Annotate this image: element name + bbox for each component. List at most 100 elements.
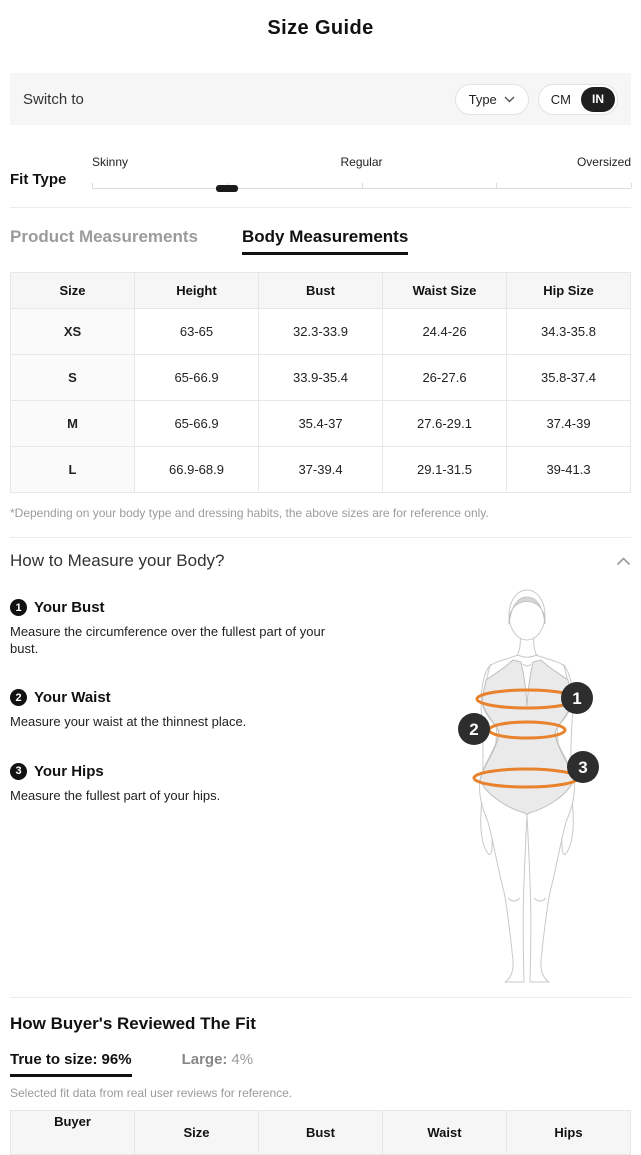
measure-step-title: Your Hips xyxy=(34,762,104,780)
type-dropdown-button[interactable]: Type xyxy=(454,83,529,115)
table-header-row: Buyer Size Bust Waist Hips xyxy=(10,1110,631,1155)
fit-type-slider-handle[interactable] xyxy=(215,185,238,192)
measure-step-title: Your Waist xyxy=(34,689,111,707)
column-header-waist: Waist xyxy=(382,1110,507,1155)
body-figure-illustration: 1 2 3 xyxy=(458,589,599,983)
table-row: XS 63-65 32.3-33.9 24.4-26 34.3-35.8 xyxy=(10,308,631,355)
svg-text:2: 2 xyxy=(469,720,478,739)
measure-step-description: Measure the circumference over the fulle… xyxy=(10,624,326,656)
type-dropdown-label: Type xyxy=(468,91,497,107)
chevron-up-icon[interactable] xyxy=(616,556,631,566)
measure-step-title-row: 3 Your Hips xyxy=(10,762,355,780)
stat-true-to-size[interactable]: True to size: 96% xyxy=(10,1051,132,1077)
fit-option-skinny: Skinny xyxy=(92,155,129,169)
buyer-fit-table: Buyer Size Bust Waist Hips xyxy=(10,1110,631,1155)
fit-stats: True to size: 96% Large: 4% xyxy=(10,1051,631,1077)
step-2-badge-icon: 2 xyxy=(10,689,27,707)
switch-controls: Type CM IN xyxy=(454,83,618,115)
cell-size: M xyxy=(10,400,135,447)
unit-toggle[interactable]: CM IN xyxy=(537,83,618,115)
measure-step-title-row: 2 Your Waist xyxy=(10,689,355,707)
measure-step-title-row: 1 Your Bust xyxy=(10,599,355,616)
figure-badge-1-icon: 1 xyxy=(561,682,593,714)
slider-tick xyxy=(92,183,93,188)
switch-bar: Switch to Type CM IN xyxy=(10,73,631,125)
unit-option-in-selected[interactable]: IN xyxy=(581,86,615,112)
switch-to-label: Switch to xyxy=(23,90,84,108)
body-measurement-figure: 1 2 3 xyxy=(420,582,631,992)
cell-hip: 37.4-39 xyxy=(506,400,631,447)
cell-waist: 26-27.6 xyxy=(382,354,507,401)
measure-step-hips: 3 Your Hips Measure the fullest part of … xyxy=(10,762,355,805)
figure-badge-3-icon: 3 xyxy=(567,751,599,783)
how-to-measure-header[interactable]: How to Measure your Body? xyxy=(10,538,631,571)
cell-waist: 27.6-29.1 xyxy=(382,400,507,447)
fit-option-regular: Regular xyxy=(340,155,383,169)
tab-product-measurements[interactable]: Product Measurements xyxy=(10,227,198,246)
buyer-review-section: How Buyer's Reviewed The Fit True to siz… xyxy=(10,1014,631,1155)
cell-size: S xyxy=(10,354,135,401)
review-note: Selected fit data from real user reviews… xyxy=(10,1086,293,1100)
fit-type-slider-track[interactable] xyxy=(92,176,632,192)
fit-type-slider-labels: Skinny Regular Oversized xyxy=(92,155,631,170)
cell-height: 65-66.9 xyxy=(134,400,259,447)
cell-height: 66.9-68.9 xyxy=(134,446,259,493)
table-row: S 65-66.9 33.9-35.4 26-27.6 35.8-37.4 xyxy=(10,354,631,401)
table-row: L 66.9-68.9 37-39.4 29.1-31.5 39-41.3 xyxy=(10,446,631,493)
stat-label: Large: xyxy=(181,1051,228,1068)
fit-option-oversized: Oversized xyxy=(576,155,631,169)
measure-step-description: Measure the fullest part of your hips. xyxy=(10,787,221,803)
stat-large[interactable]: Large: 4% xyxy=(182,1051,254,1068)
cell-waist: 24.4-26 xyxy=(382,308,507,355)
cell-bust: 37-39.4 xyxy=(258,446,383,493)
chevron-down-icon xyxy=(504,96,515,102)
measure-step-waist: 2 Your Waist Measure your waist at the t… xyxy=(10,689,355,731)
step-1-badge-icon: 1 xyxy=(10,599,27,616)
how-to-measure-section: How to Measure your Body? 1 Your Bust Me… xyxy=(10,538,631,997)
fit-type-slider[interactable]: Skinny Regular Oversized xyxy=(92,155,632,192)
cell-bust: 33.9-35.4 xyxy=(258,354,383,401)
svg-text:1: 1 xyxy=(572,689,581,708)
cell-height: 63-65 xyxy=(134,308,259,355)
measure-steps: 1 Your Bust Measure the circumference ov… xyxy=(10,599,355,805)
buyer-review-title: How Buyer's Reviewed The Fit xyxy=(10,1014,256,1033)
measure-step-bust: 1 Your Bust Measure the circumference ov… xyxy=(10,599,355,657)
measure-step-title: Your Bust xyxy=(34,599,105,616)
cell-waist: 29.1-31.5 xyxy=(382,446,507,493)
stat-label: True to size: xyxy=(10,1051,98,1068)
slider-tick xyxy=(361,183,363,188)
divider xyxy=(10,997,631,998)
tab-body-measurements[interactable]: Body Measurements xyxy=(242,227,409,255)
cell-hip: 34.3-35.8 xyxy=(506,308,631,355)
body-measurements-table: Size Height Bust Waist Size Hip Size XS … xyxy=(10,272,631,493)
stat-value: 4% xyxy=(231,1051,254,1068)
measurement-tabs: Product Measurements Body Measurements xyxy=(10,227,631,255)
divider xyxy=(10,207,631,208)
page-title: Size Guide xyxy=(267,17,374,39)
cell-bust: 35.4-37 xyxy=(258,400,383,447)
slider-tick xyxy=(496,183,498,188)
slider-tick xyxy=(631,183,632,188)
cell-size: L xyxy=(10,446,135,493)
column-header-size: Size xyxy=(134,1110,259,1155)
column-header-bust: Bust xyxy=(258,272,383,309)
svg-text:3: 3 xyxy=(578,758,587,777)
table-row: M 65-66.9 35.4-37 27.6-29.1 37.4-39 xyxy=(10,400,631,447)
column-header-waist: Waist Size xyxy=(382,272,507,309)
cell-hip: 39-41.3 xyxy=(506,446,631,493)
column-header-height: Height xyxy=(134,272,259,309)
step-3-badge-icon: 3 xyxy=(10,762,27,780)
column-header-buyer: Buyer xyxy=(10,1110,135,1155)
cell-hip: 35.8-37.4 xyxy=(506,354,631,401)
fit-type-row: Fit Type Skinny Regular Oversized xyxy=(10,155,632,192)
unit-option-cm[interactable]: CM xyxy=(550,91,571,107)
figure-badge-2-icon: 2 xyxy=(458,713,490,745)
cell-height: 65-66.9 xyxy=(134,354,259,401)
table-header-row: Size Height Bust Waist Size Hip Size xyxy=(10,272,631,309)
divider xyxy=(10,537,631,538)
column-header-bust: Bust xyxy=(258,1110,383,1155)
measure-step-description: Measure your waist at the thinnest place… xyxy=(10,714,247,730)
column-header-hips: Hips xyxy=(506,1110,631,1155)
cell-bust: 32.3-33.9 xyxy=(258,308,383,355)
